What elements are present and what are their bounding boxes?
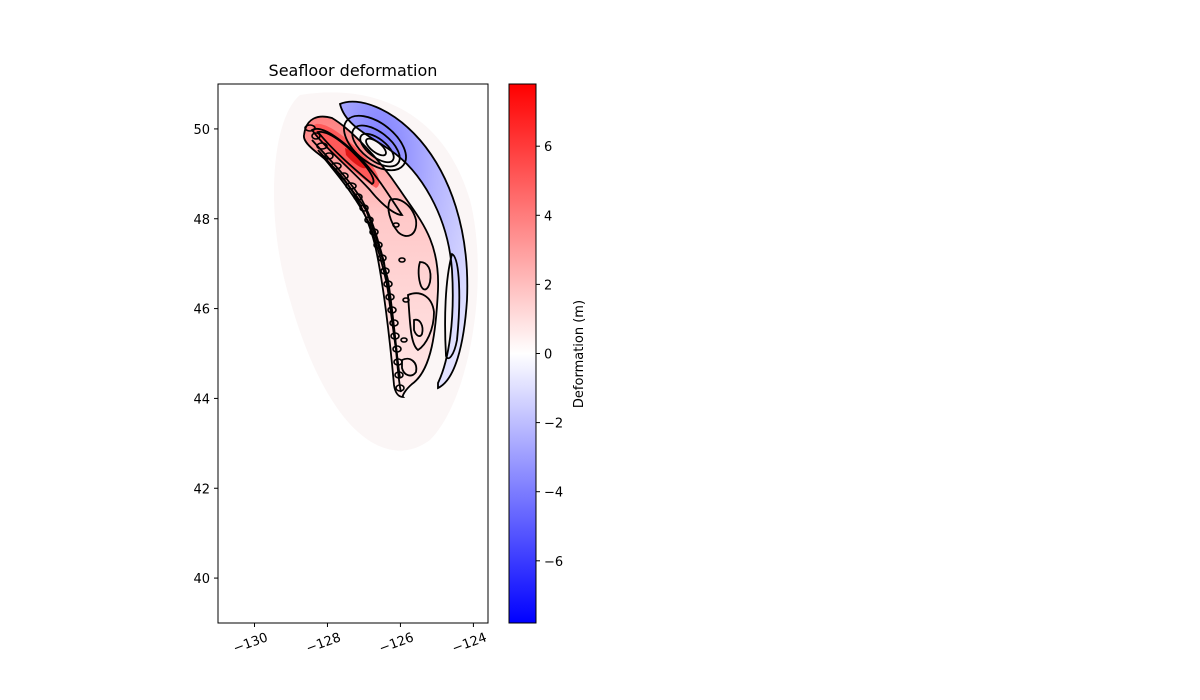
y-tick-label: 44 — [193, 392, 210, 407]
uplift-peak — [345, 148, 366, 169]
colorbar-tick-label: 0 — [544, 348, 552, 363]
colorbar-tick-label: 6 — [544, 140, 552, 155]
subsidence-zone — [340, 101, 468, 388]
colorbar-tick-label: 4 — [544, 209, 552, 224]
chart-title: Seafloor deformation — [269, 61, 438, 80]
colorbar-gradient — [509, 84, 536, 623]
y-tick-label: 42 — [193, 482, 210, 497]
x-tick-label: −128 — [304, 630, 343, 656]
x-tick-label: −130 — [231, 630, 270, 656]
y-tick-label: 40 — [193, 572, 210, 587]
plot-area — [218, 84, 488, 623]
colorbar-ticks: −6 −4 −2 0 2 4 6 — [536, 140, 563, 570]
colorbar-tick-label: −4 — [544, 486, 563, 501]
plot-frame — [217, 83, 489, 624]
colorbar-label: Deformation (m) — [572, 300, 587, 408]
x-tick-label: −126 — [377, 630, 416, 656]
uplift-zone — [303, 116, 439, 397]
y-tick-label: 50 — [193, 123, 210, 138]
y-axis: 40 42 44 46 48 50 — [193, 123, 218, 587]
y-tick-label: 46 — [193, 303, 210, 318]
colorbar-tick-label: −6 — [544, 555, 563, 570]
colorbar-tick-label: 2 — [544, 278, 552, 293]
colorbar: −6 −4 −2 0 2 4 6 Deformation (m) — [508, 83, 587, 624]
trench-contours — [304, 124, 410, 392]
y-tick-label: 48 — [193, 213, 210, 228]
colorbar-tick-label: −2 — [544, 417, 563, 432]
x-tick-label: −124 — [450, 630, 489, 656]
uplift-core — [312, 123, 380, 188]
x-axis: −130 −128 −126 −124 — [231, 623, 489, 657]
contour-lines — [303, 100, 469, 398]
